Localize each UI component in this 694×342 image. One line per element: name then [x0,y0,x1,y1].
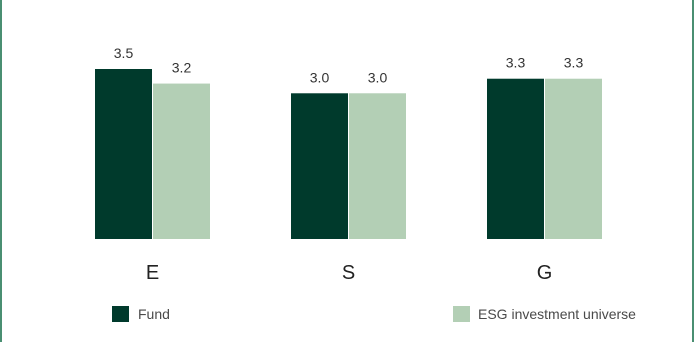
value-label-e-fund: 3.5 [114,45,134,61]
bar-s-esg-investment-universe [349,93,406,240]
value-label-g-fund: 3.3 [506,55,526,71]
bar-s-fund [291,93,348,240]
category-label-e: E [146,262,159,284]
value-label-e-esg-investment-universe: 3.2 [172,60,192,76]
bar-g-fund [487,78,544,239]
bars-group [95,69,602,240]
category-label-s: S [342,262,355,284]
legend-label-esg-investment-universe: ESG investment universe [478,306,636,322]
bar-e-fund [95,69,152,239]
value-label-s-fund: 3.0 [310,69,330,85]
legend: Fund ESG investment universe [112,306,636,322]
value-label-g-esg-investment-universe: 3.3 [564,55,584,71]
value-labels-group: 3.5 3.2 3.0 3.0 3.3 3.3 [114,45,584,85]
bar-e-esg-investment-universe [153,83,210,239]
legend-swatch-esg-investment-universe [453,306,470,322]
bar-g-esg-investment-universe [545,78,602,239]
legend-swatch-fund [112,306,129,322]
category-label-g: G [537,262,553,284]
legend-label-fund: Fund [138,306,170,322]
value-label-s-esg-investment-universe: 3.0 [368,69,388,85]
